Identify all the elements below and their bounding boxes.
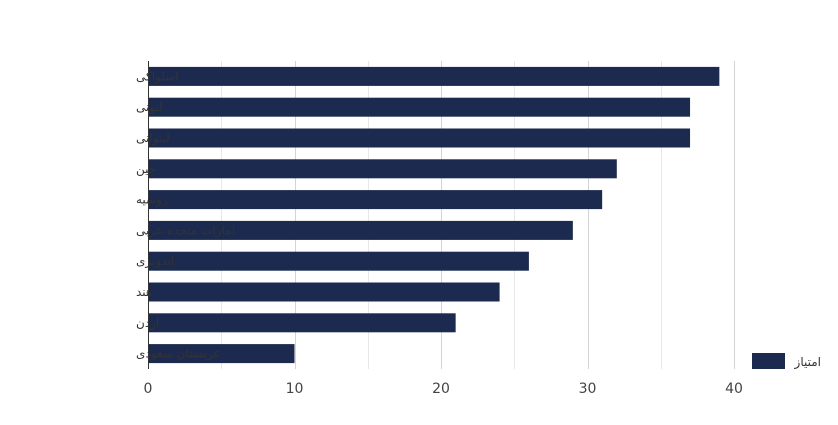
x-tick-label: 10 [286, 381, 304, 397]
bar [148, 190, 603, 210]
bar [148, 97, 691, 117]
category-label: چین [136, 162, 156, 177]
bar [148, 220, 573, 240]
bar [148, 282, 500, 302]
category-labels: اسلواکی لتونی لیتوانی چین روسیه امارات متحده … [136, 69, 235, 361]
x-tick-label: 40 [725, 381, 743, 397]
bar [148, 313, 456, 333]
category-label: هند [136, 285, 152, 299]
x-tick-label: 30 [579, 381, 597, 397]
legend-label: امتیاز [794, 355, 821, 370]
category-label: لیتوانی [136, 131, 170, 146]
bar [148, 159, 617, 179]
bar [148, 344, 295, 364]
category-label: اندونزی [136, 254, 174, 269]
category-label: عربستان سعودی [136, 347, 221, 362]
x-tick-label: 20 [432, 381, 450, 397]
bar [148, 66, 720, 86]
x-tick-labels: 0 10 20 30 40 [144, 381, 743, 397]
legend: امتیاز [752, 353, 821, 370]
category-label: امارات متحده عربی [136, 223, 235, 238]
category-label: اردن [136, 316, 159, 331]
legend-swatch [752, 353, 785, 369]
bar [148, 128, 691, 148]
category-label: لتونی [136, 100, 163, 115]
category-label: اسلواکی [136, 69, 179, 84]
x-tick-label: 0 [144, 381, 153, 397]
bar [148, 251, 529, 271]
bars [148, 66, 720, 364]
category-label: روسیه [136, 193, 168, 208]
